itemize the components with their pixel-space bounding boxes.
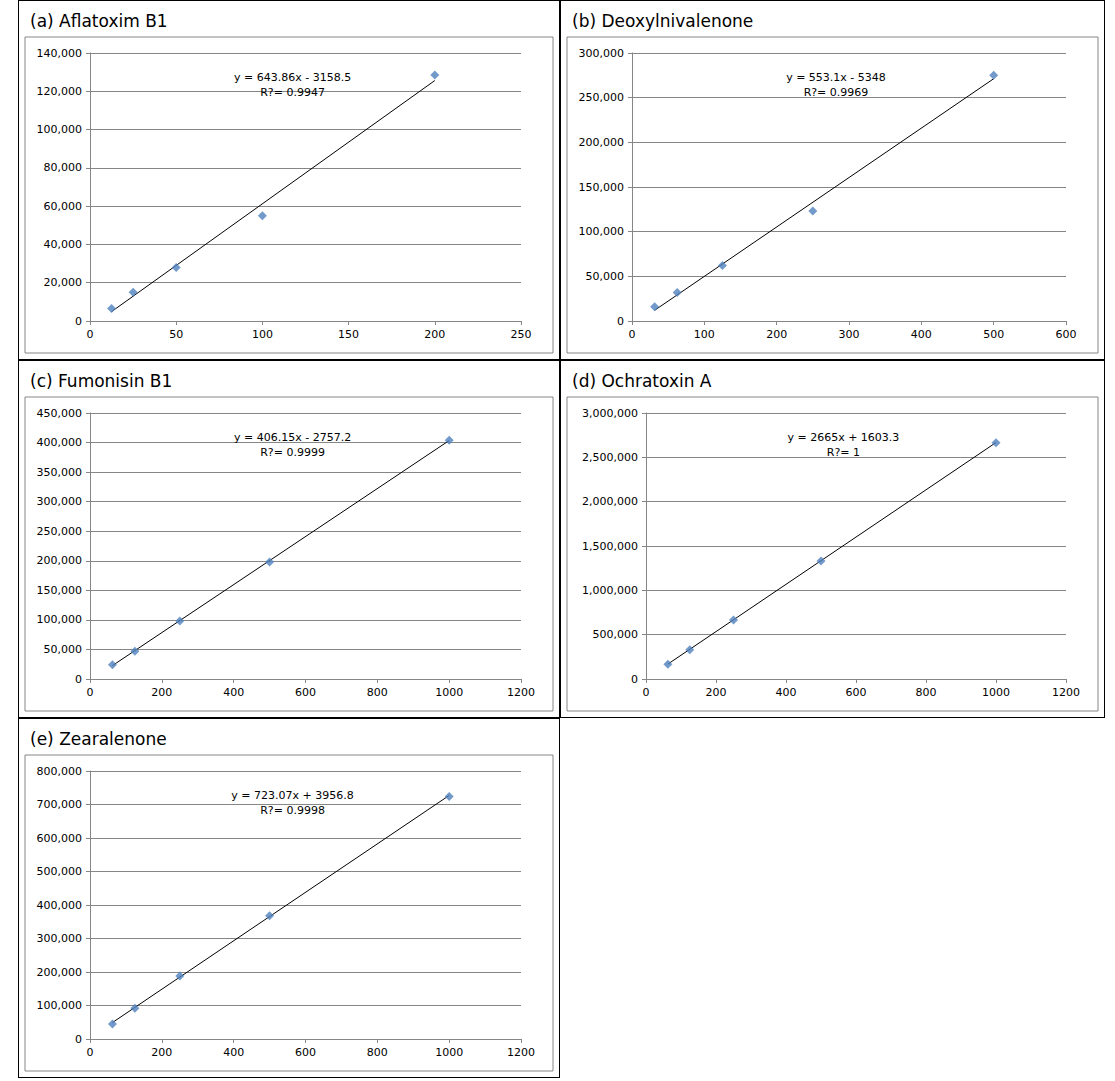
svg-text:50,000: 50,000 (586, 270, 625, 283)
svg-text:100,000: 100,000 (37, 999, 83, 1012)
svg-text:0: 0 (75, 1033, 82, 1046)
svg-text:y = 406.15x - 2757.2: y = 406.15x - 2757.2 (234, 431, 351, 444)
svg-text:200,000: 200,000 (37, 554, 83, 567)
svg-text:300,000: 300,000 (37, 495, 83, 508)
svg-text:1000: 1000 (435, 1046, 463, 1059)
svg-text:0: 0 (87, 328, 94, 341)
svg-text:350,000: 350,000 (37, 466, 83, 479)
svg-text:250: 250 (511, 328, 532, 341)
svg-text:100,000: 100,000 (37, 123, 83, 136)
svg-text:450,000: 450,000 (37, 407, 83, 420)
svg-text:300: 300 (839, 328, 860, 341)
svg-text:400: 400 (776, 686, 797, 699)
svg-text:100: 100 (252, 328, 273, 341)
svg-text:2,000,000: 2,000,000 (582, 495, 638, 508)
svg-text:y = 553.1x - 5348: y = 553.1x - 5348 (786, 71, 886, 84)
svg-text:y = 2665x + 1603.3: y = 2665x + 1603.3 (787, 431, 899, 444)
svg-text:400,000: 400,000 (37, 436, 83, 449)
svg-text:0: 0 (629, 328, 636, 341)
svg-text:1,000,000: 1,000,000 (582, 584, 638, 597)
svg-text:1200: 1200 (507, 1046, 535, 1059)
svg-text:400: 400 (223, 1046, 244, 1059)
svg-text:40,000: 40,000 (44, 238, 83, 251)
svg-text:1200: 1200 (1052, 686, 1080, 699)
svg-text:80,000: 80,000 (44, 161, 83, 174)
svg-text:0: 0 (75, 315, 82, 328)
svg-text:3,000,000: 3,000,000 (582, 407, 638, 420)
svg-text:120,000: 120,000 (37, 85, 83, 98)
svg-text:150,000: 150,000 (579, 181, 625, 194)
svg-text:1200: 1200 (507, 686, 535, 699)
svg-text:200: 200 (424, 328, 445, 341)
svg-text:y = 723.07x + 3956.8: y = 723.07x + 3956.8 (231, 789, 353, 802)
svg-text:R?= 0.9969: R?= 0.9969 (804, 86, 869, 99)
svg-text:60,000: 60,000 (44, 200, 83, 213)
svg-text:800: 800 (367, 686, 388, 699)
svg-text:R?= 0.9998: R?= 0.9998 (260, 804, 325, 817)
svg-text:150,000: 150,000 (37, 584, 83, 597)
svg-text:200: 200 (151, 1046, 172, 1059)
svg-text:800: 800 (367, 1046, 388, 1059)
svg-text:200: 200 (766, 328, 787, 341)
svg-text:600: 600 (295, 1046, 316, 1059)
svg-text:200: 200 (151, 686, 172, 699)
svg-text:2,500,000: 2,500,000 (582, 451, 638, 464)
svg-text:250,000: 250,000 (37, 525, 83, 538)
svg-text:700,000: 700,000 (37, 798, 83, 811)
svg-text:200: 200 (706, 686, 727, 699)
svg-text:(e) Zearalenone: (e) Zearalenone (30, 729, 167, 749)
svg-text:150: 150 (338, 328, 359, 341)
svg-text:800,000: 800,000 (37, 765, 83, 778)
svg-text:1000: 1000 (982, 686, 1010, 699)
svg-text:400: 400 (911, 328, 932, 341)
svg-text:300,000: 300,000 (579, 47, 625, 60)
svg-text:500: 500 (983, 328, 1004, 341)
svg-text:0: 0 (87, 686, 94, 699)
svg-text:1000: 1000 (435, 686, 463, 699)
svg-text:200,000: 200,000 (579, 136, 625, 149)
svg-text:300,000: 300,000 (37, 932, 83, 945)
svg-text:600: 600 (846, 686, 867, 699)
svg-text:800: 800 (916, 686, 937, 699)
svg-text:140,000: 140,000 (37, 47, 83, 60)
svg-text:600: 600 (295, 686, 316, 699)
svg-text:R?= 1: R?= 1 (827, 446, 860, 459)
svg-text:250,000: 250,000 (579, 91, 625, 104)
svg-text:600,000: 600,000 (37, 832, 83, 845)
svg-text:0: 0 (75, 673, 82, 686)
svg-text:100,000: 100,000 (37, 613, 83, 626)
svg-text:0: 0 (617, 315, 624, 328)
svg-text:1,500,000: 1,500,000 (582, 540, 638, 553)
svg-text:y = 643.86x - 3158.5: y = 643.86x - 3158.5 (234, 71, 351, 84)
svg-text:(b) Deoxylnivalenone: (b) Deoxylnivalenone (572, 11, 753, 31)
svg-text:20,000: 20,000 (44, 276, 83, 289)
svg-text:0: 0 (87, 1046, 94, 1059)
svg-text:50,000: 50,000 (44, 643, 83, 656)
svg-text:0: 0 (631, 673, 638, 686)
svg-text:500,000: 500,000 (593, 628, 639, 641)
svg-text:R?= 0.9947: R?= 0.9947 (260, 86, 325, 99)
svg-text:400: 400 (223, 686, 244, 699)
svg-text:(d) Ochratoxin A: (d) Ochratoxin A (572, 371, 712, 391)
svg-text:500,000: 500,000 (37, 865, 83, 878)
svg-text:400,000: 400,000 (37, 899, 83, 912)
svg-text:100,000: 100,000 (579, 225, 625, 238)
svg-text:600: 600 (1056, 328, 1077, 341)
svg-text:R?= 0.9999: R?= 0.9999 (260, 446, 325, 459)
svg-text:200,000: 200,000 (37, 966, 83, 979)
svg-text:(c) Fumonisin B1: (c) Fumonisin B1 (30, 371, 172, 391)
svg-text:100: 100 (694, 328, 715, 341)
svg-text:(a) Aflatoxim B1: (a) Aflatoxim B1 (30, 11, 168, 31)
svg-text:50: 50 (169, 328, 183, 341)
svg-text:0: 0 (643, 686, 650, 699)
